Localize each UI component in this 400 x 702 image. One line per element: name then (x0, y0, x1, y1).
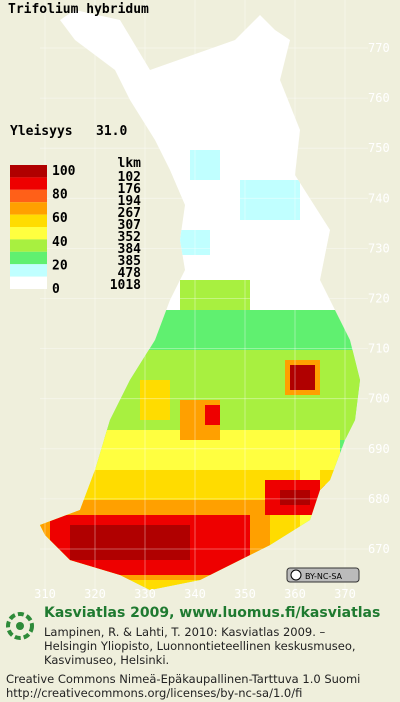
legend-count: 307 (118, 218, 141, 233)
x-grid-label: 330 (134, 587, 156, 601)
logo-center (16, 622, 24, 630)
grid: 770 760 750 740 730 720 710 700 690 680 670 310 320 3… (34, 0, 390, 601)
citation-line: Helsingin Yliopisto, Luonnontieteellinen… (44, 639, 356, 653)
x-grid-label: 320 (84, 587, 106, 601)
legend-swatch (10, 251, 47, 265)
legend-count: 385 (118, 254, 141, 269)
y-grid-label: 710 (368, 342, 390, 356)
y-grid-label: 700 (368, 392, 390, 406)
legend-percent: 0 (52, 282, 60, 297)
license-line: http://creativecommons.org/licenses/by-n… (6, 686, 302, 700)
y-grid-label: 740 (368, 191, 390, 205)
y-grid-label: 770 (368, 41, 390, 55)
legend-swatch (10, 264, 47, 277)
legend-swatch (10, 165, 47, 178)
y-grid-label: 730 (368, 241, 390, 255)
legend: 100 80 60 40 20 0 lkm1021761942673073523843854… (10, 156, 141, 297)
footer-heading: Kasviatlas 2009, www.luomus.fi/kasviatla… (44, 605, 380, 621)
legend-count: 176 (118, 182, 142, 197)
legend-count: 478 (118, 266, 142, 281)
legend-percent: 20 (52, 258, 68, 273)
frequency-value: 31.0 (96, 124, 127, 139)
x-grid-label: 360 (284, 587, 306, 601)
x-grid-label: 340 (184, 587, 206, 601)
cc-icon (290, 569, 302, 581)
legend-swatch (10, 239, 47, 252)
legend-percent: 60 (52, 211, 68, 226)
legend-swatch (10, 214, 47, 227)
legend-count: 194 (118, 194, 142, 209)
legend-swatch (10, 202, 47, 215)
legend-swatch (10, 227, 47, 240)
legend-count: 267 (118, 206, 141, 221)
citation-line: Lampinen, R. & Lahti, T. 2010: Kasviatla… (44, 625, 326, 639)
legend-swatch (10, 189, 47, 203)
legend-swatch (10, 276, 47, 289)
legend-count: 352 (118, 230, 141, 245)
license-badge (286, 567, 360, 583)
y-grid-label: 690 (368, 442, 390, 456)
x-grid-label: 350 (234, 587, 256, 601)
legend-percent: 80 (52, 188, 68, 203)
x-grid-label: 310 (34, 587, 56, 601)
frequency-label: Yleisyys (10, 124, 73, 139)
legend-swatch (10, 177, 47, 190)
legend-count-header: lkm (118, 156, 142, 171)
y-grid-label: 760 (368, 91, 390, 105)
logo (6, 612, 34, 640)
y-grid-label: 750 (368, 141, 390, 155)
legend-count: 384 (118, 242, 142, 257)
license-line: Creative Commons Nimeä-Epäkaupallinen-Ta… (6, 672, 360, 686)
x-grid-label: 370 (334, 587, 356, 601)
y-grid-label: 670 (368, 542, 390, 556)
species-title: Trifolium hybridum (8, 2, 149, 17)
y-grid-label: 720 (368, 292, 390, 306)
legend-count: 1018 (110, 278, 141, 293)
legend-percent: 100 (52, 164, 76, 179)
license-badge-text: BY-NC-SA (305, 572, 343, 581)
legend-count: 102 (118, 170, 141, 185)
citation-line: Kasvimuseo, Helsinki. (44, 653, 169, 667)
y-grid-label: 680 (368, 492, 390, 506)
legend-percent: 40 (52, 235, 68, 250)
